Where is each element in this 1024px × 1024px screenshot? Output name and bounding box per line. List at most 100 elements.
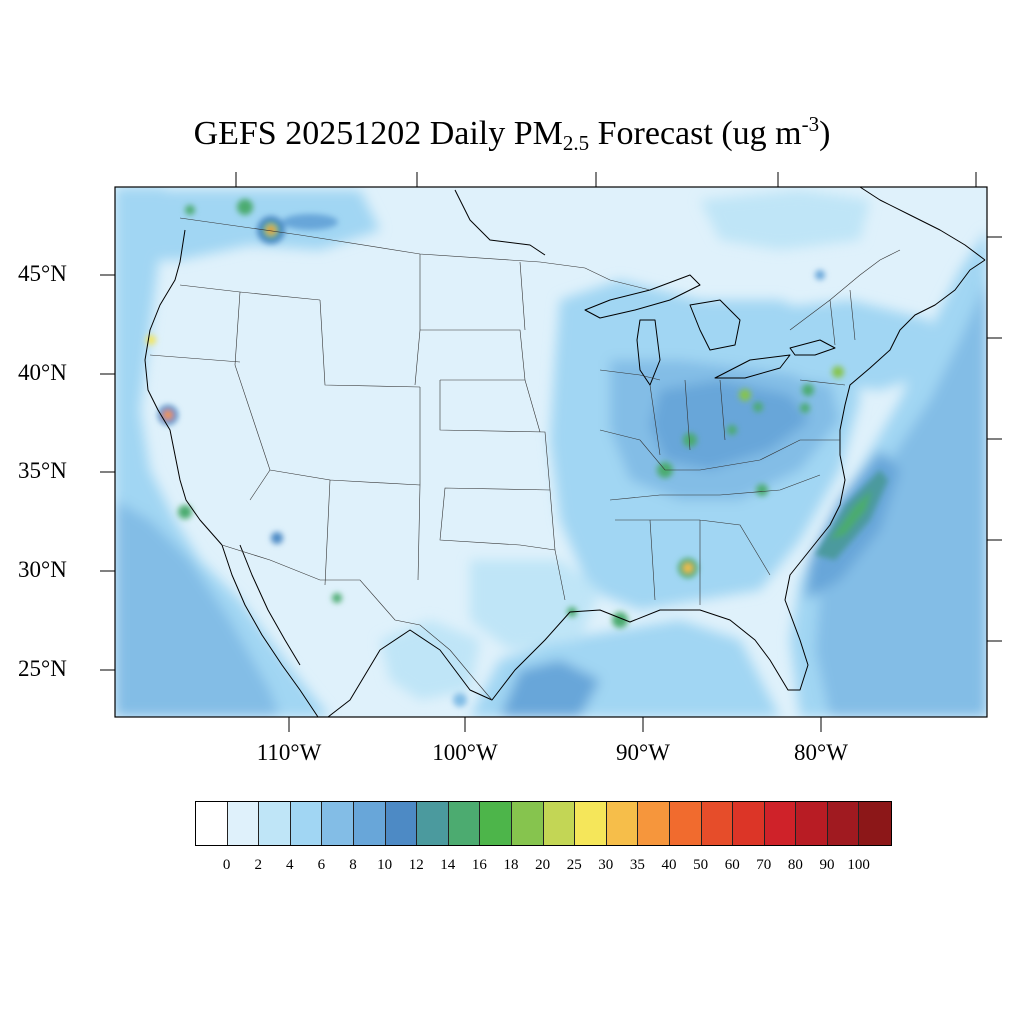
colorbar-tick-label: 90 <box>819 857 835 873</box>
hotspot-pennsylvania <box>802 384 814 396</box>
colorbar-swatch <box>575 802 607 845</box>
colorbar-swatch <box>669 802 702 845</box>
hotspot-seattle <box>185 205 195 215</box>
map-frame <box>114 186 988 718</box>
colorbar-swatch <box>322 802 354 845</box>
colorbar <box>195 801 893 846</box>
colorbar-swatch <box>638 802 670 845</box>
colorbar-swatch <box>290 802 323 845</box>
colorbar-swatch <box>511 802 544 845</box>
map-ticks <box>100 172 1002 732</box>
colorbar-tick-label: 40 <box>661 857 677 873</box>
state-lines-west <box>149 254 421 586</box>
hotspot-sacramento-core <box>163 410 173 420</box>
colorbar-tick-label: 4 <box>286 857 294 873</box>
colorbar-tick-label: 100 <box>847 857 870 873</box>
colorbar-tick-label: 20 <box>535 857 551 873</box>
hotspot-la <box>178 505 192 519</box>
colorbar-swatch <box>385 802 418 845</box>
colorbar-swatch <box>543 802 576 845</box>
us-mexico-border <box>221 544 493 701</box>
hotspot-carolina <box>756 484 768 496</box>
colorbar-tick-label: 0 <box>222 857 231 873</box>
map-title: GEFS 20251202 Daily PM2.5 Forecast (ug m… <box>193 112 831 155</box>
atlantic-plume-green <box>830 490 872 540</box>
colorbar-tick-label: 70 <box>756 857 772 873</box>
state-lines-east <box>599 289 856 605</box>
colorbar-tick-label: 25 <box>566 857 582 873</box>
colorbar-swatch <box>417 802 449 845</box>
latitude-label: 35°N <box>18 458 67 483</box>
gulf-deep-zone <box>500 660 600 717</box>
colorbar-tick-label: 14 <box>440 857 456 873</box>
colorbar-tick-label: 30 <box>598 857 614 873</box>
colorbar-swatch <box>733 802 765 845</box>
colorbar-swatch <box>480 802 512 845</box>
colorbar-tick-label: 12 <box>408 857 424 873</box>
longitude-label: 110°W <box>256 740 322 765</box>
hotspot-ohio-3 <box>727 425 737 435</box>
hudson-bay-edge <box>454 189 546 256</box>
colorbar-swatch <box>353 802 386 845</box>
hotspot-idaho-plume <box>282 214 338 230</box>
field-layer <box>115 187 987 717</box>
colorbar-swatch <box>227 802 260 845</box>
colorbar-tick-label: 18 <box>503 857 519 873</box>
texas-south-zone <box>380 620 480 700</box>
hotspot-mexico <box>453 693 467 707</box>
colorbar-tick-label: 50 <box>693 857 709 873</box>
colorbar-tick-label: 35 <box>629 857 645 873</box>
longitude-label: 80°W <box>794 740 848 765</box>
us-canada-border <box>179 217 901 331</box>
colorbar-swatch <box>796 802 828 845</box>
great-lakes-ontario <box>789 339 836 356</box>
hotspot-phoenix <box>271 532 283 544</box>
atlantic-inner-zone <box>815 280 987 717</box>
gulf-coastline <box>327 259 986 718</box>
great-lakes-erie <box>714 354 791 379</box>
labrador-coast <box>859 186 986 261</box>
hotspot-ohio-2 <box>753 402 763 412</box>
south-plains-zone <box>470 560 600 650</box>
colorbar-tick-label: 8 <box>349 857 357 873</box>
latitude-label: 45°N <box>18 261 67 286</box>
state-borders <box>149 217 901 701</box>
colorbar-tick-label: 60 <box>724 857 740 873</box>
colorbar-swatch <box>448 802 481 845</box>
pacific-deep-zone <box>115 500 280 717</box>
latitude-label: 25°N <box>18 656 67 681</box>
hotspot-washington <box>237 199 253 215</box>
colorbar-swatch <box>764 802 797 845</box>
colorbar-tick-label: 2 <box>254 857 262 873</box>
colorbar-swatch <box>859 802 892 845</box>
hotspot-minnesota <box>815 270 825 280</box>
state-lines-central <box>420 261 566 601</box>
colorbar-swatch <box>701 802 734 845</box>
canada-east-zone <box>700 190 870 250</box>
colorbar-swatch <box>606 802 639 845</box>
latitude-label: 40°N <box>18 360 67 385</box>
great-lakes-huron <box>689 299 741 351</box>
northwest-zone <box>120 190 380 260</box>
colorbar-swatch <box>827 802 860 845</box>
colorbar-swatch <box>259 802 291 845</box>
longitude-label: 100°W <box>432 740 498 765</box>
pacific-coastline <box>144 229 223 546</box>
colorbar-tick-label: 16 <box>471 857 487 873</box>
hotspot-alabama-core <box>683 563 693 573</box>
gulf-california-coast <box>239 544 301 666</box>
hotspot-ohio-1 <box>739 389 751 401</box>
hotspot-new-york <box>832 366 844 378</box>
hotspot-kentucky <box>683 433 697 447</box>
hotspot-arizona <box>332 593 342 603</box>
hotspot-virginia <box>800 403 810 413</box>
hotspot-montana-peak <box>268 227 274 233</box>
latitude-label: 30°N <box>18 557 67 582</box>
northeast-zone <box>760 300 940 390</box>
longitude-label: 90°W <box>616 740 670 765</box>
great-lakes-superior <box>584 274 701 319</box>
colorbar-tick-label: 6 <box>317 857 326 873</box>
colorbar-tick-label: 10 <box>377 857 393 873</box>
coastlines <box>144 186 986 718</box>
